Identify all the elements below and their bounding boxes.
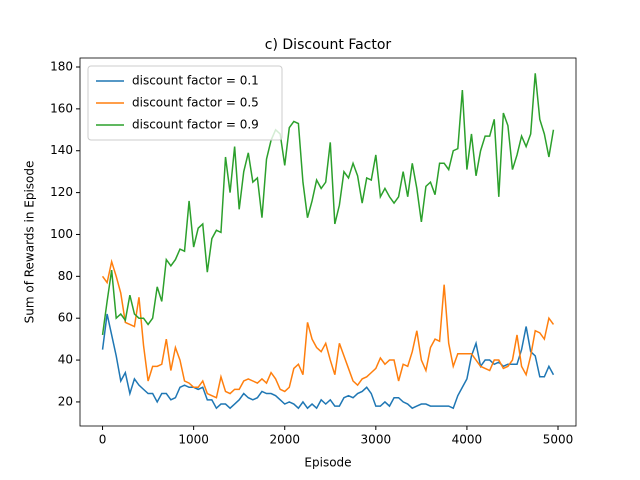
y-tick-label: 60	[58, 311, 73, 325]
y-tick-label: 100	[50, 227, 73, 241]
y-tick-label: 160	[50, 101, 73, 115]
series-line	[101, 258, 555, 399]
x-tick-label: 2000	[269, 433, 300, 447]
y-tick-label: 180	[50, 60, 73, 74]
y-tick-label: 20	[58, 394, 73, 408]
plot-frame	[79, 57, 577, 427]
series-line	[101, 73, 555, 336]
y-axis-label: Sum of Rewards in Episode	[23, 161, 37, 324]
series-line	[101, 313, 555, 410]
x-tick-label: 4000	[452, 433, 483, 447]
chart-title: c) Discount Factor	[265, 37, 392, 53]
legend-box	[87, 65, 283, 141]
x-axis-label: Episode	[304, 456, 351, 470]
y-tick-label: 80	[58, 269, 73, 283]
legend-label: discount factor = 0.5	[132, 96, 259, 110]
y-tick-label: 120	[50, 185, 73, 199]
y-tick-label: 40	[58, 353, 73, 367]
legend-label: discount factor = 0.1	[132, 74, 259, 88]
legend-label: discount factor = 0.9	[132, 118, 259, 132]
x-tick-label: 0	[99, 433, 107, 447]
x-tick-label: 1000	[178, 433, 209, 447]
x-tick-label: 3000	[361, 433, 392, 447]
y-tick-label: 140	[50, 143, 73, 157]
x-tick-label: 5000	[543, 433, 574, 447]
